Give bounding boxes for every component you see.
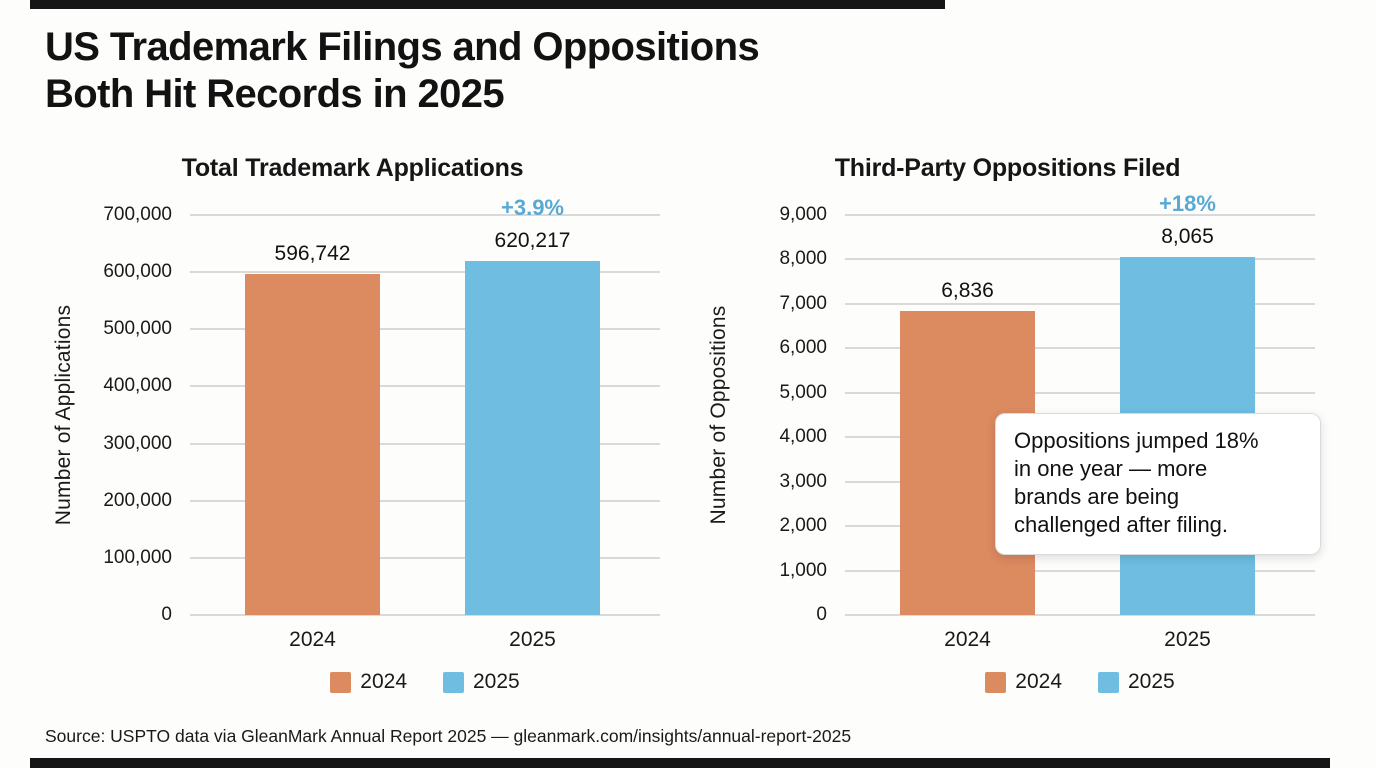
value-label-2024: 596,742 (274, 242, 351, 266)
y-tick-label: 9,000 (779, 204, 827, 225)
y-tick-label: 7,000 (779, 292, 827, 314)
chart-title: Third-Party Oppositions Filed (834, 154, 1181, 182)
legend: 2024 2025 (845, 670, 1315, 694)
annotation-callout: Oppositions jumped 18% in one year — mor… (995, 413, 1321, 555)
legend-item-2025: 2025 (1098, 670, 1175, 694)
y-tick-label: 5,000 (779, 381, 827, 403)
gridline (845, 614, 1315, 616)
y-tick-label: 0 (161, 604, 172, 625)
gridline (190, 614, 660, 616)
gridline (845, 214, 1315, 216)
pct-change-label: +3.9% (501, 194, 564, 220)
legend-swatch-2025 (443, 671, 464, 693)
gridline (190, 385, 660, 388)
y-tick-label: 200,000 (103, 489, 172, 511)
value-label-2025: 620,217 (494, 228, 571, 252)
y-tick-label: 3,000 (779, 470, 827, 492)
value-label-2025: 8,065 (1161, 224, 1214, 248)
gridline (190, 499, 660, 502)
y-tick-label: 1,000 (779, 559, 827, 581)
gridline (845, 347, 1315, 350)
bar-2024 (245, 274, 380, 615)
legend-swatch-2024 (985, 671, 1007, 693)
y-axis-ticks: 0 100,000 200,000 300,000 400,000 500,000 600,… (45, 204, 172, 625)
gridline (190, 214, 660, 216)
legend-label: 2025 (473, 670, 520, 693)
legend-label: 2024 (360, 670, 407, 693)
legend-item-2024: 2024 (985, 670, 1062, 694)
top-crop-bar (30, 0, 945, 9)
x-tick-label-2024: 2024 (944, 628, 991, 651)
value-label-2024: 6,836 (941, 279, 994, 303)
x-tick-label-2025: 2025 (509, 628, 556, 651)
page-title: US Trademark Filings and Oppositions Bot… (45, 25, 760, 116)
y-tick-label: 0 (816, 604, 827, 625)
y-tick-label: 400,000 (103, 375, 172, 397)
legend-item-2025: 2025 (443, 670, 520, 694)
y-tick-label: 300,000 (103, 432, 172, 454)
y-tick-label: 4,000 (779, 426, 827, 448)
gridline (190, 442, 660, 445)
x-tick-label-2024: 2024 (289, 628, 336, 651)
legend-swatch-2025 (1098, 671, 1119, 693)
chart-third-party-oppositions: Third-Party Oppositions Filed Number of … (700, 150, 1321, 722)
legend-item-2024: 2024 (330, 670, 407, 694)
gridline (845, 391, 1315, 394)
chart-title: Total Trademark Applications (181, 154, 524, 182)
bottom-crop-bar (30, 758, 1330, 768)
y-tick-label: 700,000 (103, 204, 172, 225)
legend: 2024 2025 (190, 670, 660, 694)
y-tick-label: 500,000 (103, 318, 172, 340)
pct-change-label: +18% (1159, 190, 1216, 216)
legend-swatch-2024 (330, 671, 352, 693)
y-tick-label: 100,000 (103, 546, 172, 568)
gridline (190, 271, 660, 274)
legend-label: 2025 (1128, 670, 1175, 693)
y-tick-label: 2,000 (779, 515, 827, 537)
gridline (190, 556, 660, 559)
y-tick-label: 600,000 (103, 261, 172, 283)
y-tick-label: 6,000 (779, 337, 827, 359)
x-axis-labels: 2024 2025 (190, 628, 660, 654)
bar-2025 (465, 260, 600, 615)
gridline (845, 258, 1315, 261)
gridline (845, 302, 1315, 305)
x-axis-labels: 2024 2025 (845, 628, 1315, 654)
gridline (845, 569, 1315, 572)
chart-total-trademark-applications: Total Trademark Applications Number of A… (45, 150, 660, 722)
plot-area: 596,742 620,217 +3.9% (190, 195, 660, 616)
source-line: Source: USPTO data via GleanMark Annual … (45, 726, 852, 746)
x-tick-label-2025: 2025 (1164, 628, 1211, 651)
gridline (190, 328, 660, 331)
y-axis-ticks: 0 1,000 2,000 3,000 4,000 5,000 6,000 7,000 8,00… (700, 204, 827, 625)
legend-label: 2024 (1015, 670, 1062, 693)
y-tick-label: 8,000 (779, 248, 827, 270)
